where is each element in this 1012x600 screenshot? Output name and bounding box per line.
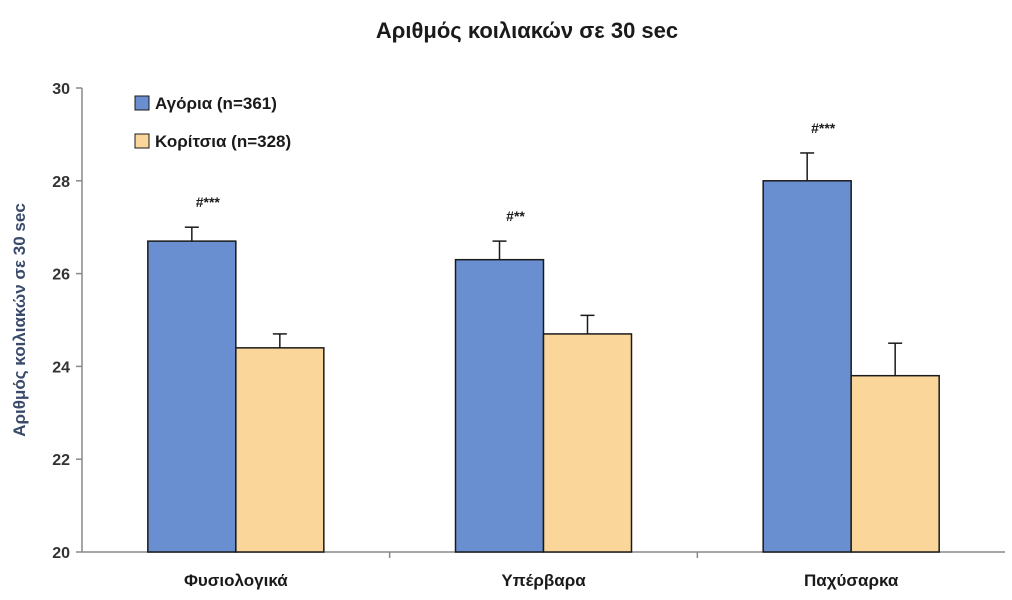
legend: Αγόρια (n=361) Κορίτσια (n=328) bbox=[134, 94, 291, 151]
y-tick-label: 26 bbox=[52, 267, 70, 284]
y-tick-label: 20 bbox=[52, 545, 70, 562]
legend-label: Αγόρια (n=361) bbox=[155, 94, 277, 113]
significance-label: #*** bbox=[811, 120, 836, 136]
bar bbox=[454, 258, 545, 553]
x-tick-label: Υπέρβαρα bbox=[501, 571, 586, 590]
legend-label: Κορίτσια (n=328) bbox=[155, 132, 291, 151]
bar bbox=[850, 374, 940, 553]
significance-label: #** bbox=[506, 208, 525, 224]
y-tick-label: 24 bbox=[52, 359, 70, 376]
error-bars bbox=[184, 152, 903, 376]
y-tick-label: 30 bbox=[52, 81, 70, 98]
legend-swatch bbox=[134, 95, 150, 111]
significance-label: #*** bbox=[196, 194, 221, 210]
bars bbox=[147, 180, 940, 553]
axes: 20 22 24 26 28 30 Φυσιολογικά Υπέρβαρα Παχύσαρκα bbox=[52, 81, 1005, 590]
y-tick-label: 22 bbox=[52, 452, 70, 469]
bar bbox=[147, 240, 237, 553]
x-tick-label: Παχύσαρκα bbox=[804, 571, 899, 590]
bar bbox=[762, 180, 852, 553]
y-axis-label: Αριθμός κοιλιακών σε 30 sec bbox=[10, 203, 29, 437]
bar bbox=[542, 333, 633, 553]
bar bbox=[235, 347, 325, 553]
legend-swatch bbox=[134, 133, 150, 149]
y-tick-label: 28 bbox=[52, 174, 70, 191]
annotations: #*** #** #*** bbox=[196, 120, 836, 224]
chart-title: Αριθμός κοιλιακών σε 30 sec bbox=[376, 18, 678, 43]
x-tick-label: Φυσιολογικά bbox=[184, 571, 288, 590]
